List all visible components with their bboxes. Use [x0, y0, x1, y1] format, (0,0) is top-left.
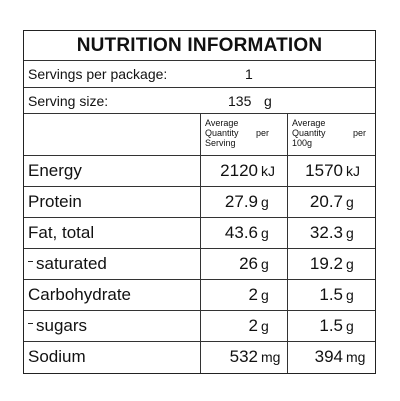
nutrient-label-text: Carbohydrate: [28, 285, 132, 304]
nutrient-label: Protein: [28, 192, 82, 212]
per-100g-value: 19.2: [309, 254, 343, 273]
nutrient-row: Fat, total 43.6 g 32.3 g: [24, 218, 375, 249]
per-serving-header-word2: per: [255, 128, 269, 138]
sub-item-dash: [28, 261, 33, 262]
per-100g-header-line1: Average: [292, 118, 326, 128]
per-serving-header-line3: Serving: [205, 138, 236, 148]
per-100g-value: 32.3: [309, 223, 343, 242]
per-serving-unit: g: [261, 256, 269, 272]
per-100g-unit: g: [346, 194, 354, 210]
per-serving-unit: g: [261, 194, 269, 210]
per-serving-unit: mg: [261, 349, 281, 365]
per-100g-value: 394: [314, 347, 343, 366]
nutrient-label: Sodium: [28, 347, 86, 367]
nutrient-label: saturated: [28, 254, 107, 274]
per-100g-header-word1: Quantity: [292, 128, 326, 138]
per-100g-header-line2: Quantity per: [292, 128, 366, 138]
nutrient-label: Fat, total: [28, 223, 94, 243]
servings-value: 1: [245, 66, 253, 82]
serving-size-value: 135: [228, 93, 252, 109]
nutrient-label-text: saturated: [36, 254, 107, 273]
column-header-row: Average Quantity per Serving Average Qua…: [24, 114, 375, 156]
nutrient-row: Energy 2120 kJ 1570 kJ: [24, 156, 375, 187]
per-serving-value: 2120: [220, 161, 258, 180]
per-serving-unit: g: [261, 318, 269, 334]
per-serving-header-line2: Quantity per: [205, 128, 269, 138]
column-divider-right: [287, 114, 288, 373]
per-100g-header-word2: per: [352, 128, 366, 138]
per-serving-value: 2: [248, 316, 258, 335]
column-divider-left: [200, 114, 201, 373]
per-100g-unit: g: [346, 256, 354, 272]
panel-title: NUTRITION INFORMATION: [24, 31, 375, 61]
nutrient-label: Energy: [28, 161, 82, 181]
per-100g-value: 1570: [305, 161, 343, 180]
per-100g-value: 1.5: [319, 316, 343, 335]
per-100g-unit: g: [346, 225, 354, 241]
nutrition-panel: NUTRITION INFORMATION Servings per packa…: [23, 30, 376, 374]
per-100g-header-line3: 100g: [292, 138, 313, 148]
per-serving-header-line1: Average: [205, 118, 239, 128]
per-100g-unit: kJ: [346, 163, 360, 179]
servings-row: Servings per package: 1: [24, 61, 375, 88]
per-serving-value: 43.6: [224, 223, 258, 242]
per-100g-unit: mg: [346, 349, 366, 365]
per-serving-value: 26: [239, 254, 258, 273]
per-100g-unit: g: [346, 287, 354, 303]
nutrient-label-text: Protein: [28, 192, 82, 211]
nutrient-row: Carbohydrate 2 g 1.5 g: [24, 280, 375, 311]
nutrient-row: saturated 26 g 19.2 g: [24, 249, 375, 280]
nutrient-label: sugars: [28, 316, 87, 336]
per-serving-unit: g: [261, 225, 269, 241]
per-serving-header: Average Quantity per Serving: [205, 118, 269, 148]
nutrient-label: Carbohydrate: [28, 285, 131, 305]
nutrient-label-text: Fat, total: [28, 223, 95, 242]
serving-size-unit: g: [264, 93, 272, 109]
per-100g-value: 1.5: [319, 285, 343, 304]
nutrient-row: Protein 27.9 g 20.7 g: [24, 187, 375, 218]
per-serving-unit: kJ: [261, 163, 275, 179]
nutrient-label-text: sugars: [36, 316, 88, 335]
per-serving-unit: g: [261, 287, 269, 303]
serving-size-label: Serving size:: [28, 93, 109, 109]
per-100g-value: 20.7: [309, 192, 343, 211]
nutrient-row: sugars 2 g 1.5 g: [24, 311, 375, 342]
per-serving-header-word1: Quantity: [205, 128, 239, 138]
sub-item-dash: [28, 323, 33, 324]
nutrient-label-text: Sodium: [28, 347, 86, 366]
nutrient-label-text: Energy: [28, 161, 82, 180]
per-serving-value: 2: [248, 285, 258, 304]
per-serving-value: 27.9: [224, 192, 258, 211]
per-100g-unit: g: [346, 318, 354, 334]
servings-label: Servings per package:: [28, 66, 168, 82]
per-serving-value: 532: [229, 347, 258, 366]
per-100g-header: Average Quantity per 100g: [292, 118, 366, 148]
nutrient-row: Sodium 532 mg 394 mg: [24, 342, 375, 373]
serving-size-row: Serving size: 135 g: [24, 88, 375, 114]
